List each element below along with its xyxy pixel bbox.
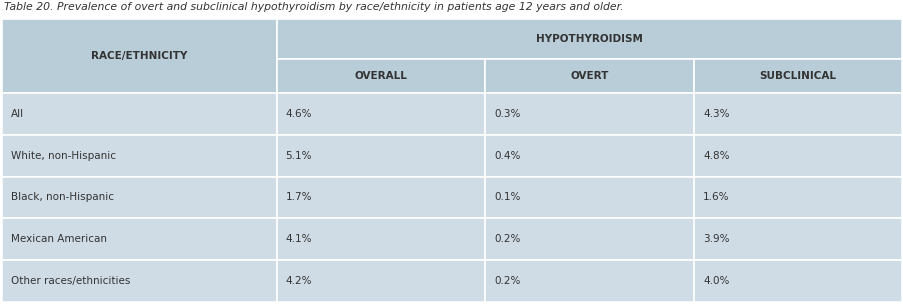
Bar bbox=[694, 177, 901, 218]
Text: 4.1%: 4.1% bbox=[285, 234, 312, 244]
Text: 4.0%: 4.0% bbox=[703, 276, 729, 286]
Text: 0.3%: 0.3% bbox=[494, 109, 520, 119]
Bar bbox=[485, 135, 694, 177]
Bar bbox=[694, 218, 901, 260]
Bar bbox=[694, 260, 901, 302]
Bar bbox=[276, 135, 485, 177]
Text: 5.1%: 5.1% bbox=[285, 151, 312, 161]
Text: Other races/ethnicities: Other races/ethnicities bbox=[11, 276, 130, 286]
Bar bbox=[485, 59, 694, 93]
Text: 0.2%: 0.2% bbox=[494, 276, 520, 286]
Text: SUBCLINICAL: SUBCLINICAL bbox=[759, 71, 835, 81]
Bar bbox=[485, 260, 694, 302]
Bar bbox=[485, 218, 694, 260]
Text: 1.7%: 1.7% bbox=[285, 192, 312, 202]
Bar bbox=[2, 260, 276, 302]
Text: White, non-Hispanic: White, non-Hispanic bbox=[11, 151, 116, 161]
Text: All: All bbox=[11, 109, 24, 119]
Text: 4.8%: 4.8% bbox=[703, 151, 729, 161]
Text: 4.6%: 4.6% bbox=[285, 109, 312, 119]
Text: 3.9%: 3.9% bbox=[703, 234, 729, 244]
Bar bbox=[485, 93, 694, 135]
Text: 4.3%: 4.3% bbox=[703, 109, 729, 119]
Bar bbox=[694, 59, 901, 93]
Bar bbox=[2, 218, 276, 260]
Bar bbox=[2, 177, 276, 218]
Text: 0.1%: 0.1% bbox=[494, 192, 520, 202]
Bar bbox=[485, 177, 694, 218]
Text: OVERT: OVERT bbox=[570, 71, 609, 81]
Bar bbox=[276, 93, 485, 135]
Bar bbox=[694, 93, 901, 135]
Bar bbox=[694, 135, 901, 177]
Bar bbox=[2, 135, 276, 177]
Bar bbox=[276, 218, 485, 260]
Text: Black, non-Hispanic: Black, non-Hispanic bbox=[11, 192, 114, 202]
Text: RACE/ETHNICITY: RACE/ETHNICITY bbox=[91, 51, 187, 61]
Bar bbox=[276, 19, 901, 59]
Text: HYPOTHYROIDISM: HYPOTHYROIDISM bbox=[535, 34, 642, 44]
Text: OVERALL: OVERALL bbox=[354, 71, 407, 81]
Bar bbox=[276, 177, 485, 218]
Text: 4.2%: 4.2% bbox=[285, 276, 312, 286]
Bar bbox=[276, 260, 485, 302]
Text: 0.4%: 0.4% bbox=[494, 151, 520, 161]
Bar bbox=[2, 93, 276, 135]
Text: 0.2%: 0.2% bbox=[494, 234, 520, 244]
Text: 1.6%: 1.6% bbox=[703, 192, 729, 202]
Bar bbox=[276, 59, 485, 93]
Bar bbox=[2, 19, 276, 93]
Text: Table 20. Prevalence of overt and subclinical hypothyroidism by race/ethnicity i: Table 20. Prevalence of overt and subcli… bbox=[4, 2, 623, 12]
Text: Mexican American: Mexican American bbox=[11, 234, 107, 244]
